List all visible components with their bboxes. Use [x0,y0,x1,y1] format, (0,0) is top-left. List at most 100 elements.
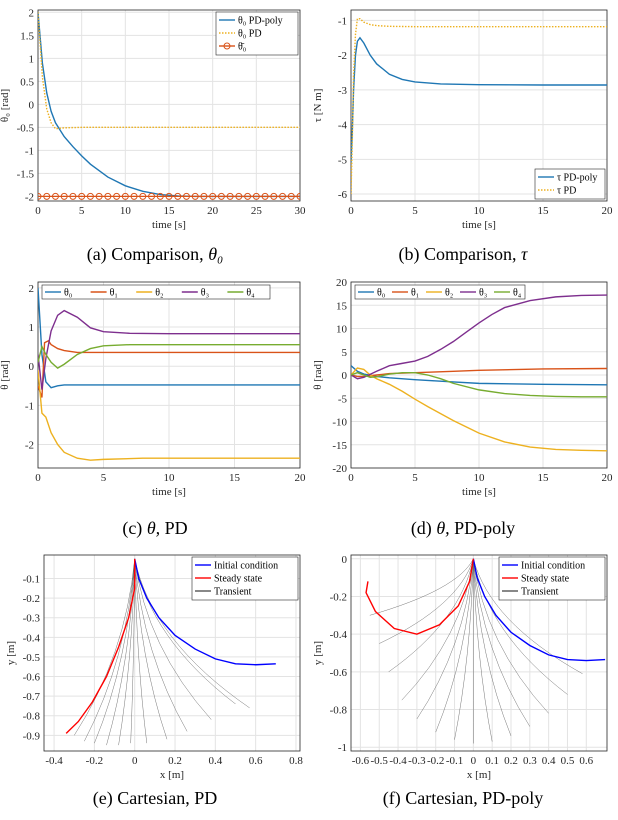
data-point [165,192,173,200]
y-tick-label: -0.4 [330,629,348,641]
x-tick-label: 0.8 [289,755,303,767]
y-tick-label: -1 [338,742,347,754]
axes-box [350,9,608,202]
x-tick-label: 0.6 [249,755,263,767]
transient-line [369,558,474,616]
transient-line [84,558,135,742]
y-tick-label: -2 [25,191,34,203]
data-point [191,192,199,200]
y-tick-label: -0.5 [17,122,35,134]
chart-b: 0 5 10 15 20 -1 -2 -3 -4 -5 -6 time [s] τ [N m] τ PD-… [312,9,614,231]
x-tick-label: -0.2 [86,755,103,767]
x-tick-label: 20 [207,205,219,217]
legend-label: Initial condition [521,561,585,572]
x-tick-label: 0.6 [579,755,593,767]
chart-e: -0.4 -0.2 0 0.2 0.4 0.6 0.8 -0.1 -0.2 -0.3 -0.4 -0.… [5,554,303,780]
y-tick-label: -0.5 [23,652,41,664]
data-point [209,192,217,200]
x-tick-label: 0.5 [561,755,575,767]
series-line [351,294,607,380]
plot-lines [365,558,606,744]
data-point [139,192,147,200]
x-tick-label: -0.2 [427,755,444,767]
x-tick-label: 5 [412,472,418,484]
y-tick-label: -0.2 [330,591,347,603]
legend-label: Initial condition [214,561,278,572]
legend-label: θ₃ [201,288,209,299]
y-tick-label: -0.4 [23,632,41,644]
y-tick-label: -0.2 [23,593,40,605]
transient-line [134,558,236,705]
legend-label: θ₁ [411,288,419,299]
caption-b: (b) Comparison, τ [398,244,528,264]
transient-line [379,558,474,644]
y-tick-label: -1.5 [17,168,35,180]
transient-line [473,558,568,695]
x-tick-label: 15 [538,205,550,217]
legend-label: θ̄₀ [238,42,247,53]
x-tick-label: 15 [538,472,550,484]
x-tick-label: 0.2 [168,755,182,767]
legend-marker [223,42,231,50]
x-tick-label: -0.6 [352,755,370,767]
y-tick-label: 0 [342,370,348,382]
legend-label: θ₀ [64,288,73,299]
data-point [121,192,129,200]
x-axis-label: time [s] [152,486,186,498]
axes-box [350,554,608,752]
transient-line [134,558,188,732]
legend-label: θ₄ [513,288,522,299]
legend-label: τ PD-poly [557,173,597,184]
x-tick-label: 0 [35,205,41,217]
y-tick-label: 0.5 [20,76,34,88]
legend-label: θ₂ [445,288,453,299]
y-tick-label: -10 [332,417,347,429]
data-point [69,192,77,200]
series-line [38,343,300,370]
transient-line [473,558,583,674]
series-line [65,558,136,734]
plot-lines [65,558,276,746]
data-point [104,192,112,200]
x-tick-label: 20 [602,472,614,484]
axes-box [37,9,301,202]
data-point [78,192,86,200]
series-line [351,371,607,398]
series-line [38,12,300,130]
x-axis-label: time [s] [462,486,496,498]
data-point [235,192,243,200]
x-tick-label: 0.4 [208,755,222,767]
series-line [134,558,276,666]
data-point [38,192,42,200]
x-tick-label: 20 [602,205,614,217]
y-tick-label: 0 [342,554,348,566]
transient-line [134,558,250,709]
caption-a: (a) Comparison, θ₀ [86,244,224,264]
y-tick-label: 15 [336,300,348,312]
y-tick-label: -1 [338,15,347,27]
legend-label: Steady state [214,574,263,585]
data-point [156,192,164,200]
x-tick-label: 0.3 [523,755,537,767]
legend-label: θ₀ PD [238,29,262,40]
chart-d: 0 5 10 15 20 20 15 10 5 0 -5 -10 -15 -20 time [s] θ [ra… [312,277,614,498]
y-tick-label: -3 [338,85,348,97]
y-tick-label: -0.6 [330,667,348,679]
y-tick-label: 10 [336,324,348,336]
series-line [38,370,300,461]
x-tick-label: 0 [348,205,354,217]
legend-label: θ₃ [479,288,487,299]
x-axis-label: time [s] [152,219,186,231]
transient-line [473,558,493,742]
plot-lines [351,294,607,452]
x-tick-label: -0.1 [446,755,463,767]
x-tick-label: 5 [79,205,85,217]
y-tick-label: -15 [332,440,347,452]
x-tick-label: 0.1 [485,755,499,767]
data-point [279,192,287,200]
x-tick-label: 10 [120,205,132,217]
x-tick-label: 20 [295,472,307,484]
y-axis-label: y [m] [312,641,324,665]
data-point [287,192,295,200]
data-point [113,192,121,200]
